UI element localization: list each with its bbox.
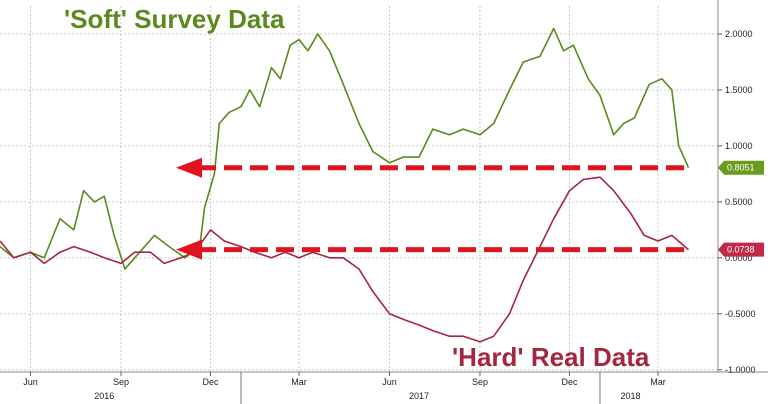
y-tick-label: 1.0000 [725, 141, 753, 151]
x-axis-band [0, 373, 768, 404]
x-tick-label: Sep [472, 377, 488, 387]
y-tick-label: 0.0000 [725, 253, 753, 263]
series-lines [0, 27, 690, 343]
hard-arrow-head [176, 239, 202, 260]
x-tick-label: Sep [113, 377, 129, 387]
soft-last-value-badge [718, 160, 764, 175]
x-tick-label: Mar [291, 377, 307, 387]
hard-last-value-label: 0.0738 [727, 245, 755, 255]
x-tick-label: Jun [382, 377, 397, 387]
x-tick-label: Jun [23, 377, 38, 387]
x-tick-label: Mar [650, 377, 666, 387]
hard-real-title: 'Hard' Real Data [452, 342, 650, 372]
hard-series-line [0, 176, 690, 343]
dashed-arrows [176, 157, 689, 260]
x-tick-label: Dec [561, 377, 578, 387]
soft-last-value-label: 0.8051 [727, 163, 755, 173]
soft-arrow-head [176, 157, 202, 178]
y-tick-label: -1.0000 [725, 365, 756, 375]
soft-series-line [0, 27, 690, 270]
y-tick-label: 2.0000 [725, 29, 753, 39]
hard-last-value-badge [718, 242, 764, 257]
y-tick-label: 0.5000 [725, 197, 753, 207]
soft-survey-title: 'Soft' Survey Data [64, 4, 285, 34]
x-tick-label: Dec [202, 377, 219, 387]
year-label: 2016 [94, 391, 114, 401]
y-tick-label: 1.5000 [725, 85, 753, 95]
y-tick-label: -0.5000 [725, 309, 756, 319]
year-label: 2017 [409, 391, 429, 401]
last-value-badges: 0.8051 0.0738 [718, 160, 764, 257]
year-label: 2018 [620, 391, 640, 401]
grid-lines [0, 6, 718, 372]
